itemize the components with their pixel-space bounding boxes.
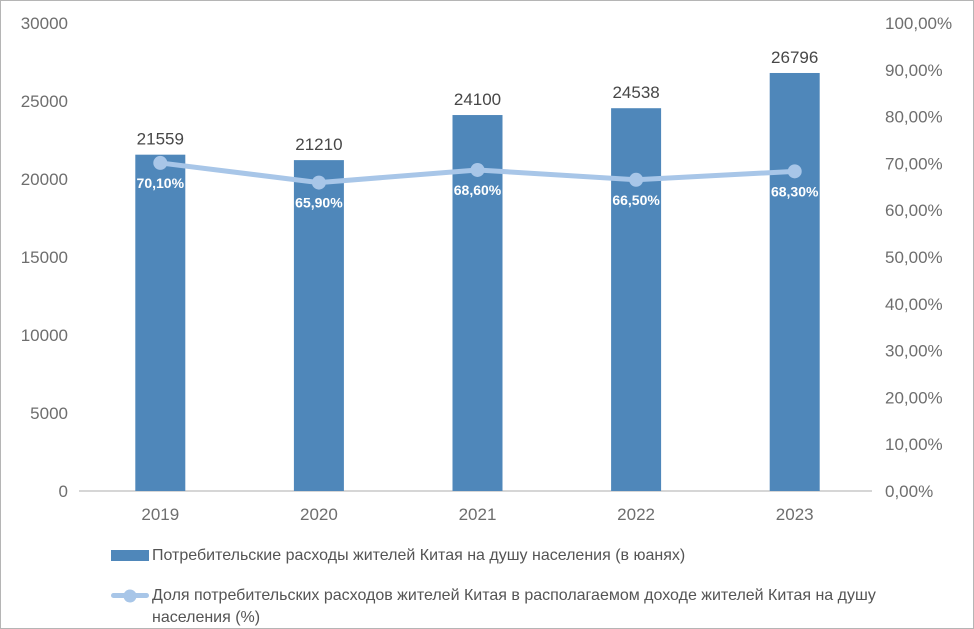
x-axis-label: 2022 bbox=[617, 505, 655, 524]
x-axis-label: 2021 bbox=[459, 505, 497, 524]
right-axis-tick-label: 20,00% bbox=[885, 388, 943, 407]
bar-2021 bbox=[452, 115, 503, 491]
line-marker-2019 bbox=[153, 155, 168, 170]
bar-series-swatch bbox=[111, 550, 149, 561]
line-value-label: 66,50% bbox=[612, 192, 660, 208]
right-axis-tick-label: 70,00% bbox=[885, 154, 943, 173]
legend-label-share: Доля потребительских расходов жителей Ки… bbox=[152, 587, 876, 626]
line-marker-2022 bbox=[629, 172, 644, 187]
right-axis-tick-label: 10,00% bbox=[885, 435, 943, 454]
combo-chart: 0 5000 10000 15000 20000 25000 30000 0,00% 10,00… bbox=[21, 14, 952, 524]
bar-2023 bbox=[769, 72, 820, 492]
right-axis-tick-label: 60,00% bbox=[885, 201, 943, 220]
line-marker-2020 bbox=[311, 175, 326, 190]
left-axis-tick-label: 10000 bbox=[21, 326, 68, 345]
legend-item-consumer-spending: Потребительские расходы жителей Китая на… bbox=[111, 545, 945, 567]
bar-value-label: 24538 bbox=[612, 83, 659, 102]
bar-value-label: 26796 bbox=[771, 48, 818, 67]
line-marker-2023 bbox=[787, 164, 802, 179]
left-axis-tick-label: 25000 bbox=[21, 92, 68, 111]
left-axis-tick-label: 15000 bbox=[21, 248, 68, 267]
line-marker-dot bbox=[123, 589, 137, 602]
x-axis-label: 2023 bbox=[776, 505, 814, 524]
right-axis-tick-label: 40,00% bbox=[885, 295, 943, 314]
bar-2020 bbox=[293, 160, 344, 491]
right-axis-tick-label: 80,00% bbox=[885, 108, 943, 127]
line-value-label: 70,10% bbox=[137, 175, 185, 191]
x-axis-label: 2020 bbox=[300, 505, 338, 524]
bar-value-label: 21210 bbox=[295, 135, 342, 154]
right-axis-tick-label: 30,00% bbox=[885, 342, 943, 361]
line-value-label: 65,90% bbox=[295, 195, 343, 211]
line-marker-2021 bbox=[470, 162, 485, 177]
bar-value-label: 21559 bbox=[137, 130, 184, 149]
right-axis-tick-label: 100,00% bbox=[885, 14, 952, 33]
line-value-label: 68,60% bbox=[454, 182, 502, 198]
left-axis-tick-label: 30000 bbox=[21, 14, 68, 33]
x-axis-label: 2019 bbox=[141, 505, 179, 524]
legend-item-share: Доля потребительских расходов жителей Ки… bbox=[111, 585, 945, 628]
legend-label-consumer-spending: Потребительские расходы жителей Китая на… bbox=[152, 547, 686, 564]
line-series-swatch bbox=[111, 589, 149, 602]
left-axis-tick-label: 20000 bbox=[21, 170, 68, 189]
bar-2022 bbox=[611, 108, 662, 491]
line-value-label: 68,30% bbox=[771, 183, 819, 199]
bar-2019 bbox=[135, 154, 186, 491]
bar-value-label: 24100 bbox=[454, 90, 501, 109]
right-axis-tick-label: 50,00% bbox=[885, 248, 943, 267]
chart-legend: Потребительские расходы жителей Китая на… bbox=[111, 545, 945, 628]
right-axis-tick-label: 0,00% bbox=[885, 482, 933, 501]
right-axis-tick-label: 90,00% bbox=[885, 61, 943, 80]
left-axis-tick-label: 5000 bbox=[30, 404, 68, 423]
left-axis-tick-label: 0 bbox=[59, 482, 68, 501]
